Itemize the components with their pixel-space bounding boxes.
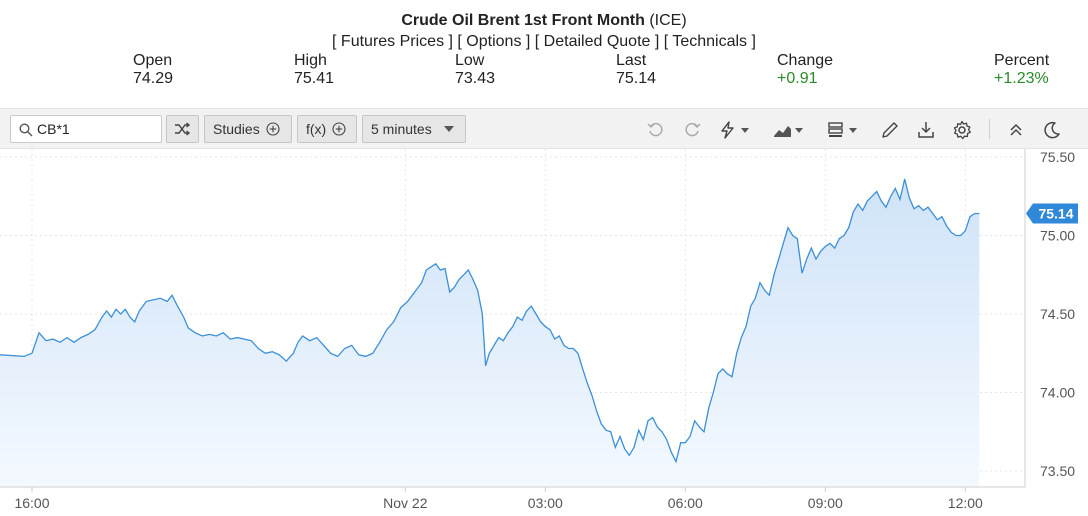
low-label: Low [455, 52, 485, 69]
layout-icon[interactable] [826, 120, 862, 140]
low-value: 73.43 [455, 70, 496, 87]
redo-icon[interactable] [682, 120, 702, 140]
change-label: Change [777, 52, 834, 69]
x-tick-label: 16:00 [14, 495, 49, 511]
instrument-name: Crude Oil Brent 1st Front Month [401, 12, 645, 29]
quote-links: [ Futures Prices ] [ Options ] [ Detaile… [0, 33, 1088, 51]
lightning-icon[interactable] [718, 120, 754, 140]
last-cell: Last 75.14 [616, 52, 656, 88]
x-tick-label: 09:00 [808, 495, 843, 511]
percent-label: Percent [994, 52, 1050, 69]
open-label: Open [133, 52, 173, 69]
percent-cell: Percent +1.23% [994, 52, 1049, 88]
x-tick-label: Nov 22 [383, 495, 428, 511]
percent-value: +1.23% [994, 70, 1049, 87]
y-axis-ticks: 75.50 75.00 74.50 74.00 73.50 [1040, 149, 1075, 479]
last-value: 75.14 [616, 70, 657, 87]
y-tick-label: 74.00 [1040, 385, 1075, 401]
change-cell: Change +0.91 [777, 52, 833, 88]
change-value: +0.91 [777, 70, 818, 87]
chart-toolbar: Studies f(x) 5 minutes [0, 108, 1088, 149]
y-tick-label: 75.50 [1040, 149, 1075, 165]
function-label: f(x) [306, 121, 327, 137]
compare-icon [175, 122, 191, 136]
studies-label: Studies [213, 121, 260, 137]
x-tick-label: 06:00 [668, 495, 703, 511]
download-icon[interactable] [916, 120, 936, 140]
chart-canvas[interactable]: 75.50 75.00 74.50 74.00 73.50 16:00 Nov 22 03:… [0, 149, 1088, 516]
studies-button[interactable]: Studies [204, 115, 292, 143]
instrument-title: Crude Oil Brent 1st Front Month (ICE) [0, 12, 1088, 30]
gear-icon[interactable] [952, 120, 972, 140]
interval-select[interactable]: 5 minutes [362, 115, 466, 143]
y-tick-label: 74.50 [1040, 306, 1075, 322]
last-price-badge-shape [1026, 203, 1078, 224]
detailed-quote-link[interactable]: [ Detailed Quote ] [534, 33, 660, 50]
collapse-icon[interactable] [1006, 120, 1026, 140]
symbol-input[interactable] [37, 120, 157, 138]
high-cell: High 75.41 [294, 52, 334, 88]
pencil-icon[interactable] [880, 120, 900, 140]
add-circle-icon [332, 122, 346, 136]
high-label: High [294, 52, 327, 69]
last-price-badge-label: 75.14 [1038, 206, 1073, 222]
exchange-label: (ICE) [649, 12, 687, 29]
y-tick-label: 75.00 [1040, 228, 1075, 244]
chart-type-icon[interactable] [772, 120, 808, 140]
options-link[interactable]: [ Options ] [457, 33, 531, 50]
add-circle-icon [266, 122, 280, 136]
last-price-badge: 75.14 [1026, 203, 1078, 224]
price-chart[interactable]: 75.50 75.00 74.50 74.00 73.50 16:00 Nov 22 03:… [0, 149, 1088, 516]
moon-icon[interactable] [1042, 120, 1062, 140]
y-tick-label: 73.50 [1040, 463, 1075, 479]
undo-icon[interactable] [646, 120, 666, 140]
low-cell: Low 73.43 [455, 52, 495, 88]
toolbar-divider [989, 119, 990, 139]
price-area [0, 179, 980, 487]
last-label: Last [616, 52, 647, 69]
compare-button[interactable] [166, 115, 199, 143]
x-tick-label: 03:00 [528, 495, 563, 511]
futures-prices-link[interactable]: [ Futures Prices ] [332, 33, 453, 50]
price-line [0, 178, 980, 464]
x-tick-label: 12:00 [948, 495, 983, 511]
symbol-search[interactable] [10, 115, 162, 143]
open-cell: Open 74.29 [133, 52, 173, 88]
quote-summary: Open 74.29 High 75.41 Low 73.43 Last 75.… [0, 52, 1088, 92]
function-button[interactable]: f(x) [297, 115, 357, 143]
high-value: 75.41 [294, 70, 335, 87]
interval-label: 5 minutes [371, 121, 432, 137]
open-value: 74.29 [133, 70, 174, 87]
technicals-link[interactable]: [ Technicals ] [663, 33, 756, 50]
search-icon [19, 123, 33, 137]
chevron-down-icon [443, 126, 454, 132]
